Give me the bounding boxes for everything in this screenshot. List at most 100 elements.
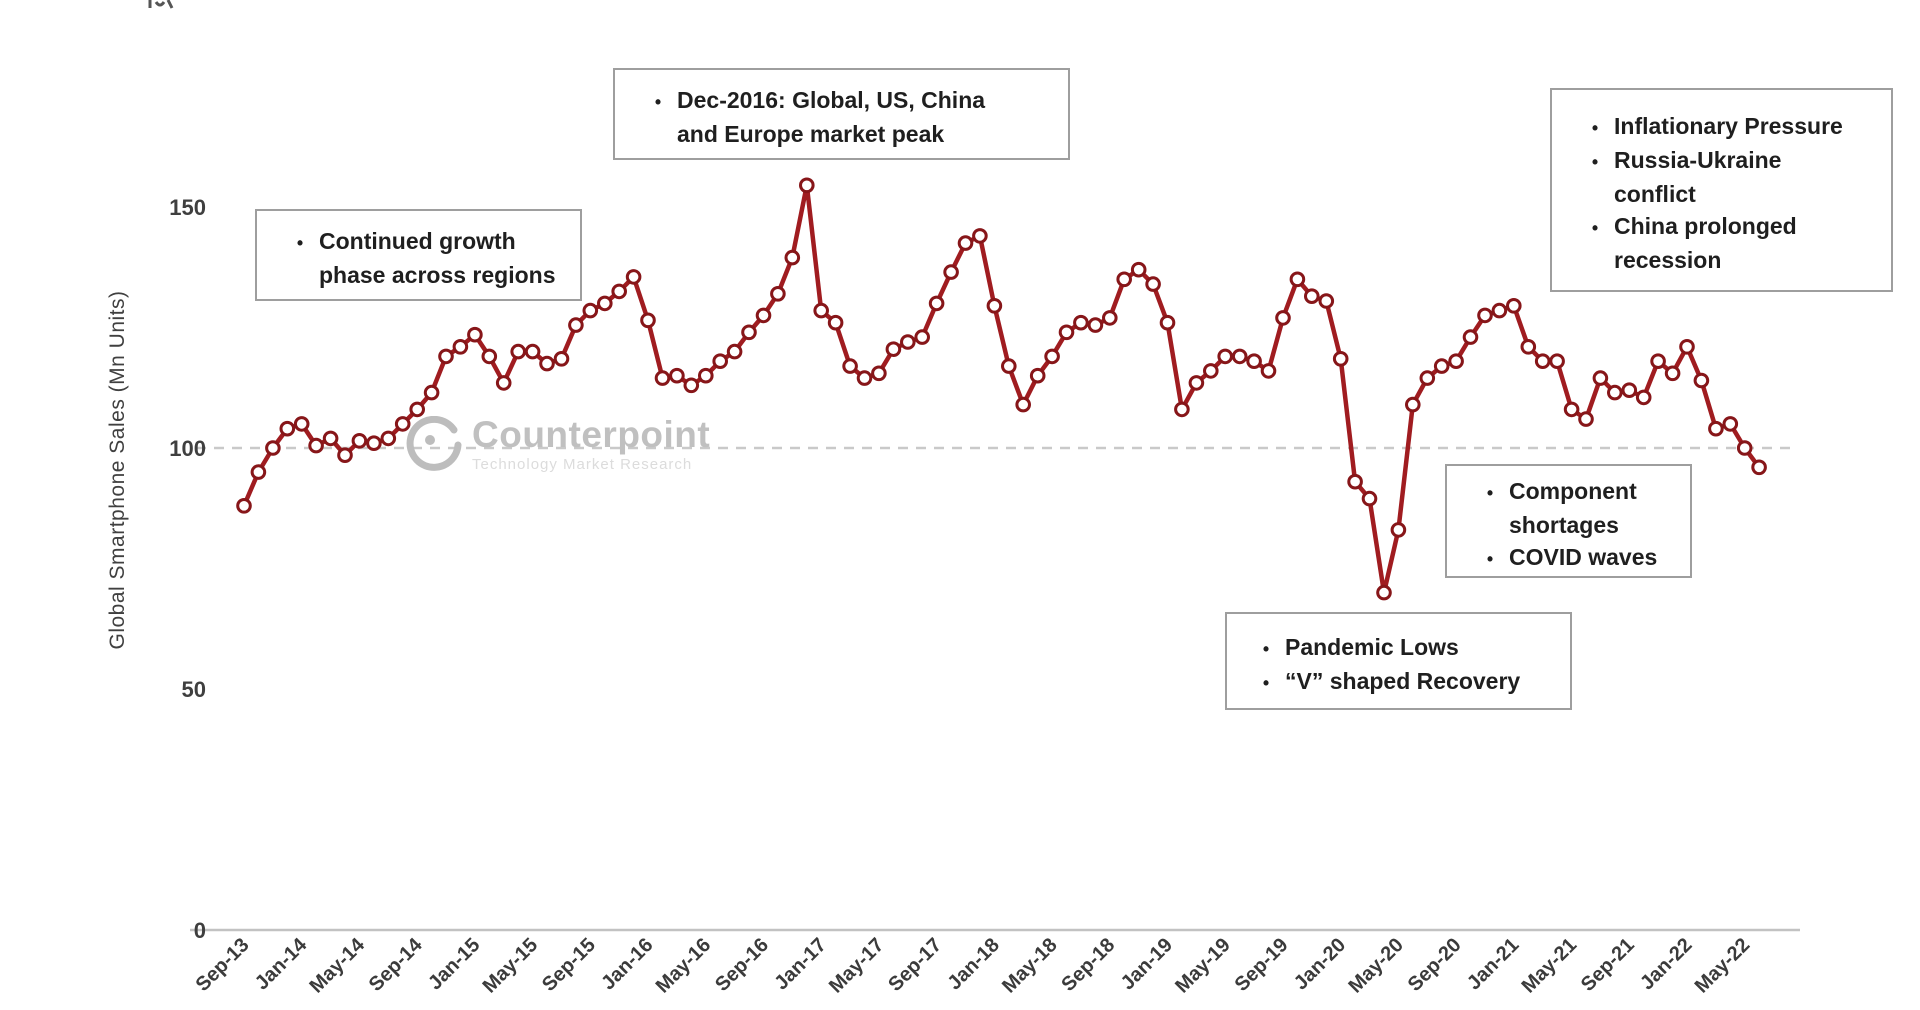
data-point-Oct-15 [597, 295, 613, 312]
bullet-icon: • [1262, 673, 1270, 693]
data-point-Jun-22 [1751, 459, 1767, 476]
data-point-Jan-19 [1159, 314, 1176, 331]
data-point-May-17 [871, 365, 887, 382]
x-tick-label-Sep-15: Sep-15 [538, 934, 600, 996]
data-point-Nov-16 [784, 249, 801, 266]
data-point-May-15 [524, 343, 541, 360]
x-tick-label-May-22: May-22 [1691, 934, 1755, 998]
annotation-row: • “V” shaped Recovery [1247, 665, 1564, 699]
data-point-Mar-19 [1188, 375, 1205, 391]
annotation-row: • Dec-2016: Global, US, China [639, 84, 1062, 118]
bullet-icon: • [1591, 118, 1599, 138]
data-point-May-22 [1736, 440, 1753, 456]
data-point-Mar-18 [1015, 396, 1032, 413]
data-point-May-21 [1563, 401, 1580, 418]
data-point-Sep-19 [1275, 310, 1291, 326]
data-point-Jul-19 [1246, 353, 1262, 370]
annotation-row: • Pandemic Lows [1247, 631, 1564, 665]
data-point-Jul-17 [900, 334, 916, 350]
annotation-line: “V” shaped Recovery [1285, 668, 1521, 694]
y-tick-label-50: 50 [182, 677, 206, 702]
x-tick-label-Sep-18: Sep-18 [1057, 934, 1119, 996]
data-point-Dec-19 [1318, 293, 1335, 309]
data-point-Jul-15 [553, 351, 570, 367]
annotation-row: phase across regions [281, 259, 574, 291]
annotation-box-dec-2016-peak: • Dec-2016: Global, US, China and Europe m… [613, 68, 1070, 160]
bullet-icon: • [1591, 152, 1599, 172]
x-tick-label-Jan-14: Jan-14 [251, 933, 312, 994]
x-tick-label-Jan-15: Jan-15 [424, 934, 484, 994]
data-point-Apr-18 [1029, 367, 1046, 384]
data-point-May-20 [1390, 522, 1407, 538]
data-point-Dec-21 [1664, 365, 1681, 382]
data-point-Feb-20 [1347, 473, 1363, 490]
data-point-Dec-14 [452, 339, 469, 355]
counterpoint-logo-icon [406, 416, 462, 471]
annotation-line: Inflationary Pressure [1614, 113, 1843, 139]
annotation-line: and Europe market peak [677, 121, 945, 147]
data-point-Aug-21 [1607, 384, 1623, 401]
annotation-line: Continued growth [319, 228, 516, 254]
watermark-text-block: Counterpoint Technology Market Research [472, 416, 710, 474]
x-tick-label-May-14: May-14 [305, 933, 369, 997]
data-point-Apr-14 [337, 447, 353, 464]
data-point-Sep-15 [582, 302, 599, 319]
x-tick-label-Jan-16: Jan-16 [597, 934, 657, 994]
data-point-Apr-17 [856, 370, 873, 386]
annotation-row: and Europe market peak [639, 118, 1062, 150]
data-point-Mar-22 [1708, 420, 1724, 437]
x-tick-label-May-17: May-17 [825, 934, 889, 998]
annotation-line: conflict [1614, 181, 1696, 207]
data-point-Jul-21 [1592, 370, 1609, 386]
bullet-icon: • [1591, 218, 1599, 238]
data-point-Jan-14 [293, 416, 310, 432]
counterpoint-watermark: Counterpoint Technology Market Research [404, 416, 710, 474]
annotation-line: shortages [1509, 512, 1619, 538]
data-point-Jan-20 [1332, 351, 1349, 367]
data-point-Mar-21 [1534, 353, 1551, 370]
data-point-Feb-15 [481, 348, 498, 365]
data-point-Feb-22 [1693, 372, 1710, 389]
data-point-Feb-19 [1174, 401, 1190, 418]
x-tick-label-Sep-21: Sep-21 [1577, 934, 1639, 996]
data-point-Jan-17 [813, 302, 830, 319]
annotation-line: phase across regions [319, 262, 556, 288]
data-point-May-19 [1217, 348, 1233, 365]
x-tick-label-May-21: May-21 [1518, 934, 1582, 998]
x-tick-label-Sep-13: Sep-13 [192, 934, 254, 996]
data-point-Jul-16 [726, 343, 743, 360]
bullet-icon: • [654, 92, 662, 112]
data-point-Jul-20 [1419, 370, 1436, 386]
data-point-Sep-21 [1621, 382, 1638, 399]
y-tick-label-100: 100 [169, 436, 206, 461]
data-point-Jan-18 [986, 298, 1003, 314]
data-point-Sep-13 [236, 498, 252, 514]
data-point-Oct-18 [1116, 271, 1132, 288]
x-tick-label-Jan-17: Jan-17 [770, 934, 830, 994]
data-point-Jun-21 [1578, 411, 1594, 427]
data-point-Mar-14 [322, 430, 339, 447]
annotation-box-2022-headwinds: • Inflationary Pressure • Russia-Ukraine con… [1550, 88, 1893, 292]
data-point-Jun-19 [1231, 348, 1248, 365]
y-tick-label-0: 0 [194, 918, 206, 943]
annotation-row: • Russia-Ukraine [1576, 144, 1885, 178]
x-tick-label-Sep-16: Sep-16 [711, 934, 773, 996]
data-point-Nov-17 [957, 235, 974, 251]
data-point-Nov-14 [438, 348, 454, 365]
data-point-Mar-17 [842, 358, 858, 374]
data-point-Sep-16 [755, 307, 772, 324]
data-point-Aug-16 [741, 324, 757, 341]
x-tick-label-Jan-18: Jan-18 [944, 934, 1004, 994]
data-point-Jan-22 [1679, 339, 1695, 355]
data-point-Feb-14 [308, 437, 324, 454]
data-point-Oct-19 [1289, 271, 1306, 288]
data-point-Apr-19 [1203, 363, 1219, 379]
annotation-row: • Component [1471, 475, 1684, 509]
annotation-row: • Inflationary Pressure [1576, 110, 1885, 144]
data-point-Oct-21 [1635, 389, 1652, 406]
annotation-box-pandemic-lows: • Pandemic Lows • “V” shaped Recovery [1225, 612, 1572, 710]
data-point-Jul-14 [380, 430, 397, 447]
x-tick-label-May-19: May-19 [1171, 934, 1235, 998]
data-point-Apr-15 [510, 343, 527, 360]
